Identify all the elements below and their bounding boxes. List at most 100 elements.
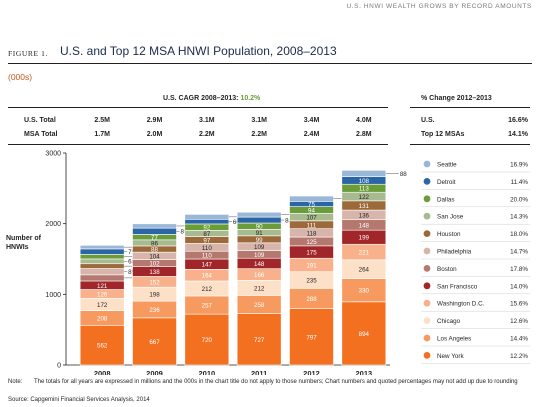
data-label: 90 (256, 224, 263, 231)
pct-row-value-msa: 14.1% (508, 131, 528, 138)
title-rule (8, 63, 532, 64)
data-label: 257 (202, 303, 213, 310)
x-tick-label: 2010 (198, 369, 215, 375)
data-label: 208 (97, 315, 108, 322)
pct-row-value-us: 16.6% (508, 117, 528, 124)
y-axis-label-line2: HNWIs (6, 244, 29, 251)
data-label: 138 (149, 269, 160, 276)
bar-segment (289, 195, 334, 202)
data-label: 113 (359, 186, 369, 193)
y-tick-label: 3000 (45, 151, 61, 158)
legend-label: Detroit (437, 179, 456, 186)
note-key: Note: (8, 379, 23, 385)
bar-segment (79, 258, 125, 265)
legend-swatch (423, 195, 431, 203)
us-total-value: 4.0M (356, 117, 372, 124)
bar-segment (79, 248, 125, 255)
bar-segment (184, 218, 230, 225)
pct-bottom-rule (410, 144, 530, 145)
legend-pct: 18.0% (510, 231, 528, 238)
msa-total-value: 2.4M (303, 131, 320, 138)
legend-swatch (423, 299, 431, 307)
legend-label: Washington D.C. (437, 301, 485, 308)
y-tick-label: 2000 (45, 221, 61, 228)
legend-swatch (423, 178, 431, 185)
msa-total-value: 1.7M (94, 131, 110, 138)
pct-change-title: % Change 2012–2013 (421, 95, 492, 102)
bar-segment (79, 263, 125, 269)
cagr-label: U.S. CAGR 2008–2013: 10.2% (163, 95, 260, 102)
note: Note: The totals for all years are expres… (8, 378, 528, 386)
legend-pct: 20.0% (510, 196, 528, 203)
legend-pct: 12.2% (510, 353, 528, 360)
data-label: 797 (306, 334, 317, 341)
data-label: 727 (254, 337, 265, 344)
legend-swatch (423, 212, 431, 220)
legend-label: Houston (437, 231, 461, 238)
data-label: 121 (97, 283, 108, 290)
data-label: 152 (149, 279, 160, 286)
data-label: 87 (203, 231, 210, 238)
data-label: 131 (359, 203, 370, 210)
data-label: 109 (254, 244, 265, 251)
bar-segment (132, 223, 177, 229)
data-label: 136 (359, 212, 370, 219)
msa-total-value: 2.8M (356, 131, 372, 138)
data-label: 720 (202, 337, 213, 344)
legend-pct: 14.4% (510, 336, 528, 343)
data-label: 91 (256, 230, 263, 237)
cagr-text: U.S. CAGR 2008–2013: (163, 95, 239, 102)
data-label: 667 (149, 339, 160, 346)
data-label: 258 (254, 302, 265, 309)
data-label: 99 (256, 237, 263, 244)
legend-label: Philadelphia (437, 249, 472, 256)
data-label: 92 (203, 225, 210, 232)
figure-title: U.S. and Top 12 MSA HNWI Population, 200… (60, 44, 337, 58)
data-label: 330 (359, 288, 370, 295)
us-total-value: 3.4M (303, 117, 320, 124)
data-label: 221 (359, 250, 370, 257)
bar-segment (236, 216, 282, 224)
pct-row-label-msa: Top 12 MSAs (421, 131, 465, 138)
legend-swatch (423, 160, 431, 168)
legend-swatch (423, 352, 431, 359)
data-label: 94 (308, 207, 315, 214)
data-label: 109 (254, 252, 265, 259)
data-label: 77 (151, 235, 158, 242)
stacked-bar-chart: 0100020003000562208172126121878968686379… (45, 151, 530, 375)
bar-segment (79, 245, 125, 250)
note-text: The totals for all years are expressed i… (34, 379, 518, 385)
us-total-label: U.S. Total (24, 117, 56, 124)
us-total-value: 2.5M (94, 117, 110, 124)
x-tick-label: 2011 (251, 369, 267, 375)
data-label: 88 (400, 171, 407, 178)
bar-segment (184, 214, 230, 220)
figure-label: FIGURE 1. (8, 49, 48, 58)
data-label: 75 (308, 201, 315, 208)
y-tick-label: 0 (57, 363, 61, 370)
data-label: 148 (359, 222, 370, 229)
data-label: 166 (254, 272, 265, 279)
legend-label: New York (437, 353, 464, 360)
legend-swatch (423, 247, 431, 255)
data-label: 111 (307, 222, 317, 229)
data-label: 191 (306, 262, 317, 269)
source: Source: Capgemini Financial Services Ana… (8, 397, 150, 403)
data-label: 86 (151, 240, 158, 247)
x-tick-label: 2013 (355, 369, 372, 375)
legend-label: San Jose (437, 214, 464, 221)
data-label: 212 (202, 286, 213, 293)
data-label: 236 (149, 307, 160, 314)
data-label: 102 (149, 261, 160, 268)
y-axis-label: Number of HNWIs (6, 234, 41, 252)
data-label: 84 (285, 217, 292, 224)
legend-swatch (423, 230, 431, 238)
legend-pct: 17.8% (510, 266, 528, 273)
legend-pct: 14.7% (510, 249, 528, 256)
data-label: 110 (202, 245, 212, 252)
data-label: 125 (306, 239, 317, 246)
msa-total-value: 2.0M (146, 131, 163, 138)
totals-bottom-rule (8, 144, 388, 145)
data-label: 235 (306, 278, 317, 285)
data-label: 562 (97, 343, 108, 350)
